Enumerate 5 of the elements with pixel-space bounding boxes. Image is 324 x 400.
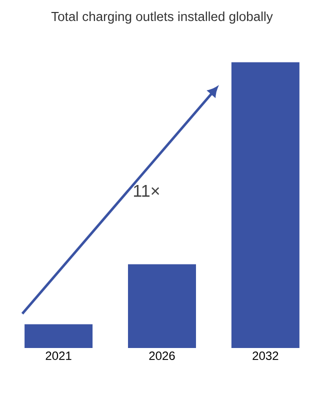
annotation: 11× (134, 185, 160, 197)
x-tick-label: 2032 (252, 352, 278, 360)
chart-title: Total charging outlets installed globally (51, 12, 273, 24)
x-tick-label: 2026 (149, 352, 175, 360)
x-tick-label: 2021 (46, 352, 72, 360)
